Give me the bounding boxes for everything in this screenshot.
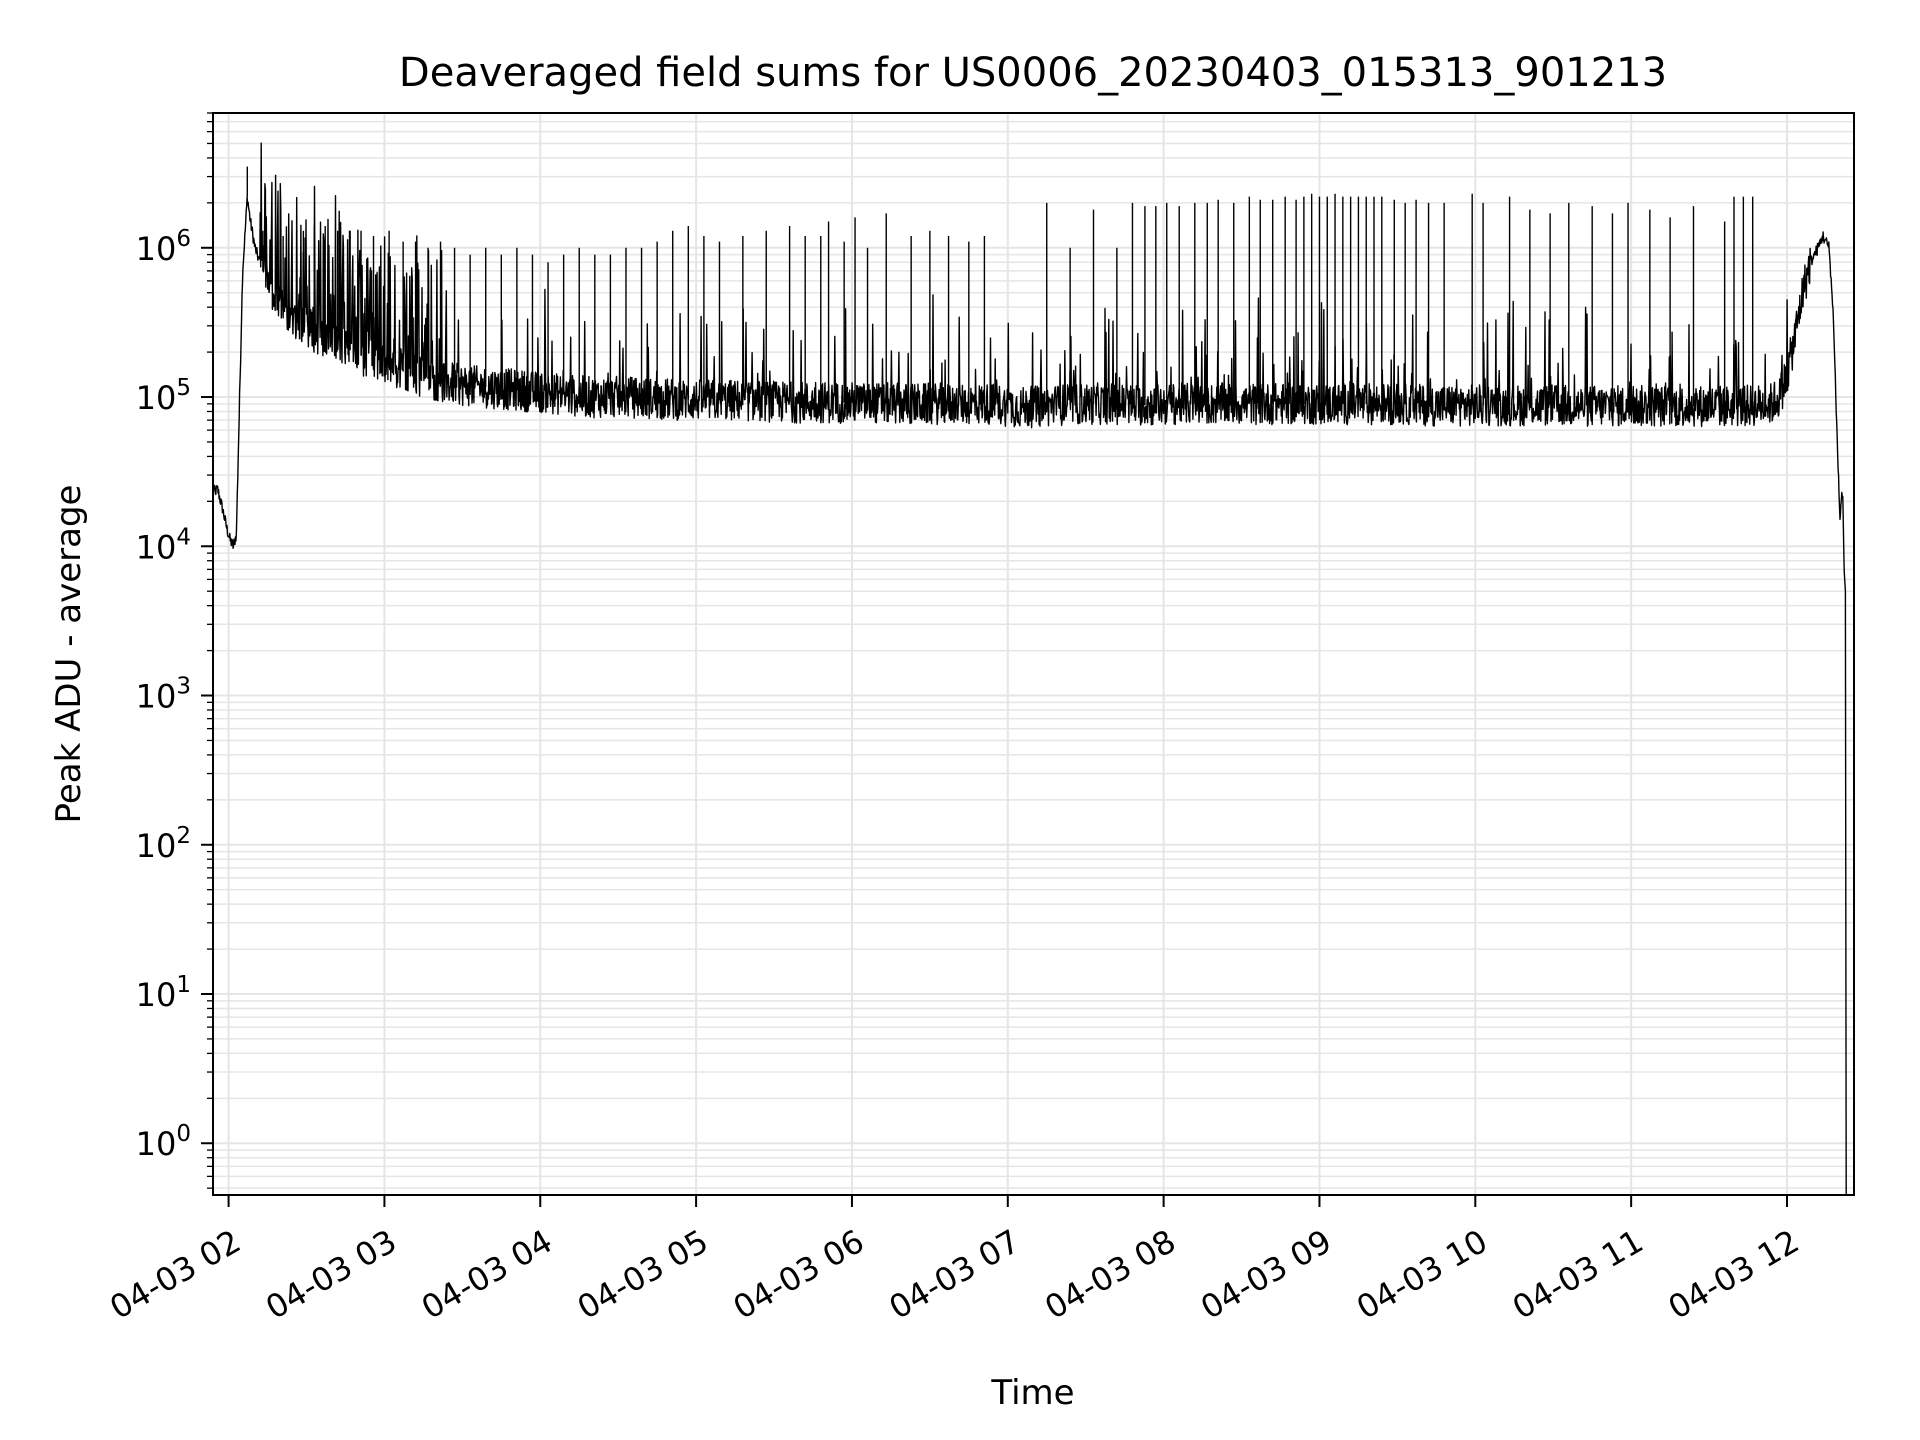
y-tick-label: 103: [136, 674, 191, 716]
grid: [213, 112, 1854, 1195]
x-tick-label: 04-03 08: [1038, 1222, 1182, 1327]
y-tick-label: 105: [136, 375, 191, 417]
x-tick-label: 04-03 05: [571, 1222, 715, 1327]
y-tick-label: 102: [136, 823, 191, 865]
x-tick-label: 04-03 02: [103, 1222, 247, 1327]
x-tick-label: 04-03 09: [1194, 1222, 1338, 1327]
y-tick-label: 104: [136, 524, 191, 566]
x-tick-label: 04-03 12: [1662, 1222, 1806, 1327]
x-tick-label: 04-03 07: [883, 1222, 1027, 1327]
x-tick-label: 04-03 03: [259, 1222, 403, 1327]
series-layer: [212, 142, 1847, 1196]
x-tick-label: 04-03 10: [1350, 1222, 1494, 1327]
y-tick-label: 100: [136, 1121, 191, 1163]
x-tick-label: 04-03 06: [727, 1222, 871, 1327]
plot-frame: [212, 112, 1855, 1196]
chart-title: Deaveraged field sums for US0006_2023040…: [399, 50, 1667, 96]
series-line: [212, 142, 1847, 1196]
y-tick-label: 101: [136, 972, 191, 1014]
x-axis-label: Time: [990, 1373, 1074, 1413]
x-tick-label: 04-03 11: [1506, 1222, 1650, 1327]
y-tick-label: 106: [136, 226, 191, 268]
y-axis-label: Peak ADU - average: [49, 485, 89, 824]
x-tick-label: 04-03 04: [415, 1222, 559, 1327]
